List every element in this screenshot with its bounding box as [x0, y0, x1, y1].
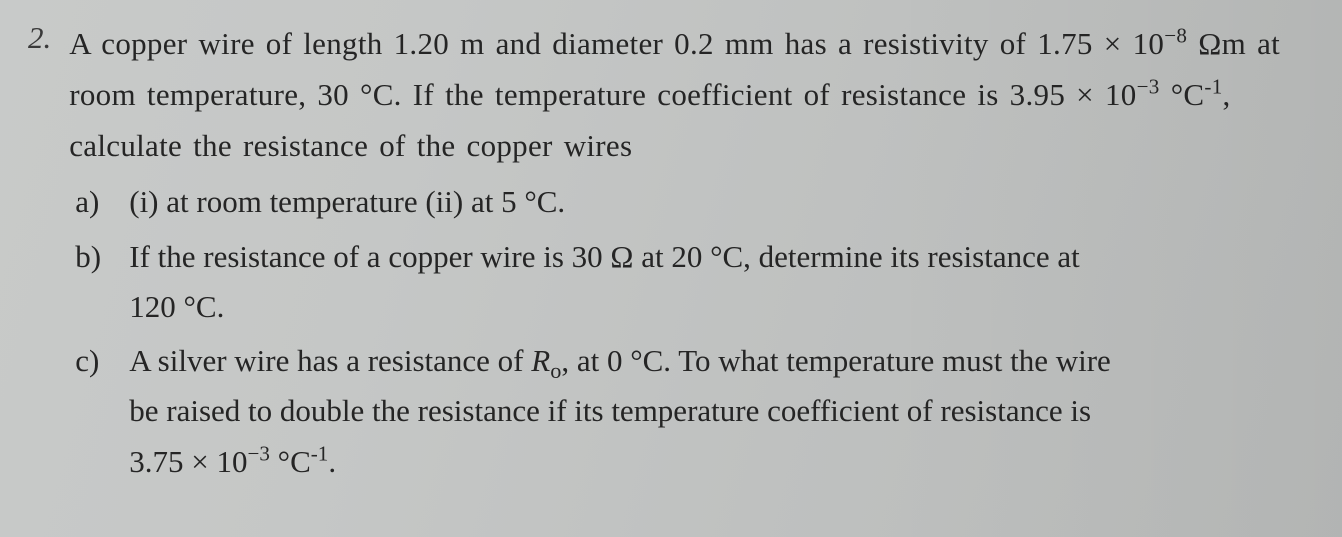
part-c-content: A silver wire has a resistance of Ro, at…: [129, 336, 1302, 487]
exponent: −3: [247, 441, 269, 465]
part-label: b): [75, 232, 109, 332]
intro-text-2a: 1.75 × 10: [1037, 26, 1164, 61]
part-b: b) If the resistance of a copper wire is…: [75, 232, 1302, 332]
question-number: 2.: [28, 18, 51, 491]
part-c-line3-pre: 3.75 × 10: [129, 444, 247, 479]
exponent: -1: [311, 441, 329, 465]
part-b-line1: If the resistance of a copper wire is 30…: [129, 239, 1079, 274]
subscript: o: [550, 358, 561, 383]
part-c-line2: be raised to double the resistance if it…: [129, 393, 1091, 428]
part-a: a) (i) at room temperature (ii) at 5 °C.: [75, 177, 1302, 227]
variable-R: R: [531, 343, 550, 378]
exponent: −3: [1137, 75, 1160, 99]
exponent: -1: [1204, 75, 1222, 99]
part-b-line2: 120 °C.: [129, 289, 224, 324]
part-c: c) A silver wire has a resistance of Ro,…: [75, 336, 1302, 487]
intro-text-3b: °C: [1160, 77, 1205, 112]
intro-text-1: A copper wire of length 1.20 m and diame…: [69, 26, 1026, 61]
part-c-line1-pre: A silver wire has a resistance of: [129, 343, 531, 378]
part-c-line3-mid: °C: [270, 444, 311, 479]
part-c-line1-post: , at 0 °C. To what temperature must the …: [561, 343, 1110, 378]
part-a-content: (i) at room temperature (ii) at 5 °C.: [129, 177, 1302, 227]
exponent: −8: [1164, 24, 1187, 48]
question-intro: A copper wire of length 1.20 m and diame…: [69, 18, 1302, 171]
question-body: A copper wire of length 1.20 m and diame…: [69, 18, 1302, 491]
intro-text-3a: resistance is 3.95 × 10: [841, 77, 1137, 112]
part-label: c): [75, 336, 109, 487]
sub-parts-list: a) (i) at room temperature (ii) at 5 °C.…: [69, 177, 1302, 486]
part-label: a): [75, 177, 109, 227]
physics-question: 2. A copper wire of length 1.20 m and di…: [28, 18, 1302, 491]
part-b-content: If the resistance of a copper wire is 30…: [129, 232, 1302, 332]
part-c-line3-end: .: [328, 444, 336, 479]
